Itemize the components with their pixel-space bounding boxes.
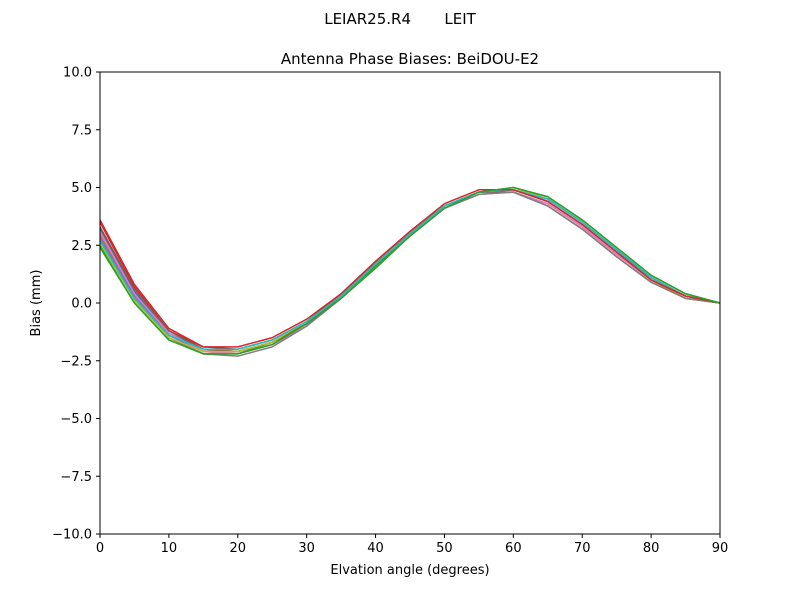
y-tick-label: 7.5 xyxy=(71,123,92,138)
y-tick-label: 10.0 xyxy=(63,66,92,81)
x-tick-label: 70 xyxy=(574,541,591,556)
x-tick-label: 30 xyxy=(298,541,315,556)
y-tick-label: −10.0 xyxy=(52,528,92,543)
y-axis-label: Bias (mm) xyxy=(29,270,44,337)
y-tick-label: −5.0 xyxy=(60,412,92,427)
y-tick-label: 0.0 xyxy=(71,297,92,312)
y-tick-label: 5.0 xyxy=(71,181,92,196)
series-line-az-270 xyxy=(99,189,721,350)
x-axis-label: Elvation angle (degrees) xyxy=(330,563,489,578)
series-line-az-150 xyxy=(99,191,721,353)
series-line-az-120 xyxy=(99,189,721,353)
x-tick-label: 90 xyxy=(712,541,729,556)
series-line-az-330 xyxy=(99,186,721,355)
series-line-az-240 xyxy=(99,186,721,353)
series-line-az-300 xyxy=(99,189,721,348)
x-tick-label: 60 xyxy=(505,541,522,556)
series-line-az-90 xyxy=(99,189,721,350)
series-line-az-30 xyxy=(99,191,721,355)
series-line-az-0 xyxy=(99,189,721,353)
plot-frame xyxy=(99,71,721,535)
x-tick-label: 50 xyxy=(436,541,453,556)
series-line-az-60 xyxy=(99,186,721,355)
y-tick-label: −2.5 xyxy=(60,354,92,369)
x-tick-label: 20 xyxy=(230,541,247,556)
series-layer xyxy=(99,186,721,357)
x-tick-label: 10 xyxy=(161,541,178,556)
x-tick-label: 40 xyxy=(367,541,384,556)
series-line-az-180 xyxy=(99,191,721,355)
chart-title: Antenna Phase Biases: BeiDOU-E2 xyxy=(281,50,539,68)
tick-layer: 0 10 20 30 40 50 60 70 80 90 −10.0 −7.5 −5.0 −2.5 0.0 2… xyxy=(52,66,728,557)
x-tick-label: 0 xyxy=(96,541,104,556)
y-tick-label: 2.5 xyxy=(71,239,92,254)
series-line-az-210 xyxy=(99,191,721,357)
chart-suptitle: LEIAR25.R4 LEIT xyxy=(324,10,476,28)
y-tick-label: −7.5 xyxy=(60,470,92,485)
x-tick-label: 80 xyxy=(643,541,660,556)
